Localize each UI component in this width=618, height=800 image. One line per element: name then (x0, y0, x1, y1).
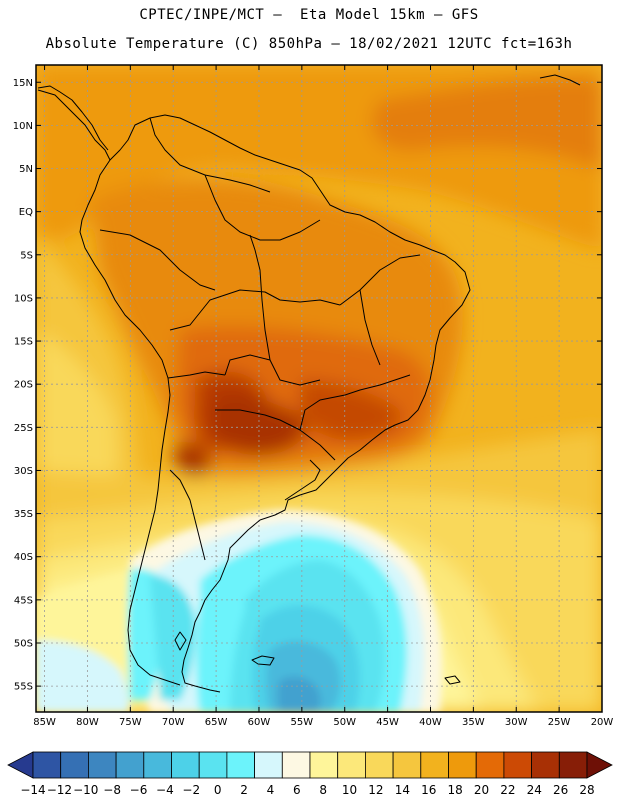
lat-label: 10N (13, 121, 33, 132)
colorbar-segment (88, 751, 117, 779)
colorbar-label: −6 (130, 783, 148, 797)
lon-label: 45W (376, 717, 399, 728)
colorbar-labels: −14 −12 −10 −8 −6 −4 −2 0 2 4 6 8 10 12 14 16 18 20 22 24 26… (20, 783, 594, 797)
lat-label: 15S (14, 337, 33, 348)
colorbar-segment (171, 751, 200, 779)
lat-label: 50S (14, 638, 33, 649)
colorbar-segment (531, 751, 560, 779)
colorbar-segment (254, 751, 283, 779)
colorbar-label: 22 (500, 783, 515, 797)
colorbar-segment (309, 751, 339, 779)
lon-label: 85W (33, 717, 56, 728)
colorbar-label: 28 (579, 783, 594, 797)
colorbar-label: −10 (73, 783, 98, 797)
lon-label: 40W (419, 717, 442, 728)
temperature-field (36, 65, 602, 712)
colorbar-label: 20 (474, 783, 489, 797)
colorbar-label: 18 (447, 783, 462, 797)
lat-label: 20S (14, 380, 33, 391)
lat-label: 10S (14, 293, 33, 304)
lat-label: 30S (14, 466, 33, 477)
lat-label: 55S (14, 682, 33, 693)
lat-label: 5N (19, 164, 33, 175)
lon-label: 20W (591, 717, 614, 728)
colorbar-segment (337, 751, 366, 779)
lat-label: 25S (14, 423, 33, 434)
colorbar-segment (475, 751, 505, 779)
longitude-labels: 85W 80W 75W 70W 65W 60W 55W 50W 45W 40W 35W 30W 25W 2… (33, 717, 613, 728)
colorbar-segment (420, 751, 449, 779)
latitude-labels: 15N 10N 5N EQ 5S 10S 15S 20S 25S 30S 35S 40S 45S 50S 5… (13, 78, 33, 693)
lon-label: 80W (76, 717, 99, 728)
lon-label: 35W (462, 717, 485, 728)
colorbar-label: −4 (156, 783, 174, 797)
lon-label: 50W (333, 717, 356, 728)
colorbar-segment (198, 751, 228, 779)
colorbar-label: 6 (293, 783, 301, 797)
map-frame (35, 64, 603, 713)
colorbar-arrow-right (586, 751, 613, 779)
colorbar-segment (143, 751, 172, 779)
lon-label: 25W (548, 717, 571, 728)
colorbar-label: −14 (20, 783, 45, 797)
lon-label: 55W (291, 717, 314, 728)
lat-label: 5S (20, 250, 33, 261)
lon-label: 65W (205, 717, 228, 728)
lat-label: EQ (19, 207, 33, 218)
colorbar-arrow-left (7, 751, 34, 779)
colorbar-label: 12 (368, 783, 383, 797)
colorbar-label: 16 (421, 783, 436, 797)
colorbar-label: −2 (182, 783, 200, 797)
axis-ticks (36, 65, 603, 712)
colorbar-label: 14 (395, 783, 410, 797)
lat-label: 45S (14, 595, 33, 606)
colorbar-segment (226, 751, 255, 779)
colorbar-label: 26 (553, 783, 568, 797)
lon-label: 70W (162, 717, 185, 728)
colorbar-label: 8 (319, 783, 327, 797)
colorbar-label: 10 (342, 783, 357, 797)
colorbar-label: 0 (214, 783, 222, 797)
colorbar-label: 2 (240, 783, 248, 797)
colorbar-segment (60, 751, 89, 779)
lon-label: 60W (248, 717, 271, 728)
lat-label: 15N (13, 78, 33, 89)
colorbar-segment (448, 751, 477, 779)
colorbar-segment (558, 751, 588, 779)
colorbar-label: −12 (47, 783, 72, 797)
colorbar-segment (281, 751, 311, 779)
lon-label: 75W (119, 717, 142, 728)
colorbar-label: 24 (527, 783, 542, 797)
colorbar-segment (503, 751, 532, 779)
colorbar-segment (115, 751, 145, 779)
coastlines (37, 74, 581, 693)
colorbar-segment (32, 751, 62, 779)
colorbar-label: 4 (267, 783, 275, 797)
lat-label: 35S (14, 509, 33, 520)
lat-lon-grid (36, 65, 602, 712)
colorbar-label: −8 (103, 783, 121, 797)
title-line-2: Absolute Temperature (C) 850hPa – 18/02/… (45, 36, 573, 52)
colorbar (7, 751, 613, 779)
colorbar-segment (392, 751, 422, 779)
title-line-1: CPTEC/INPE/MCT – Eta Model 15km – GFS (139, 7, 479, 23)
lat-label: 40S (14, 552, 33, 563)
lon-label: 30W (505, 717, 528, 728)
colorbar-segment (364, 751, 394, 779)
